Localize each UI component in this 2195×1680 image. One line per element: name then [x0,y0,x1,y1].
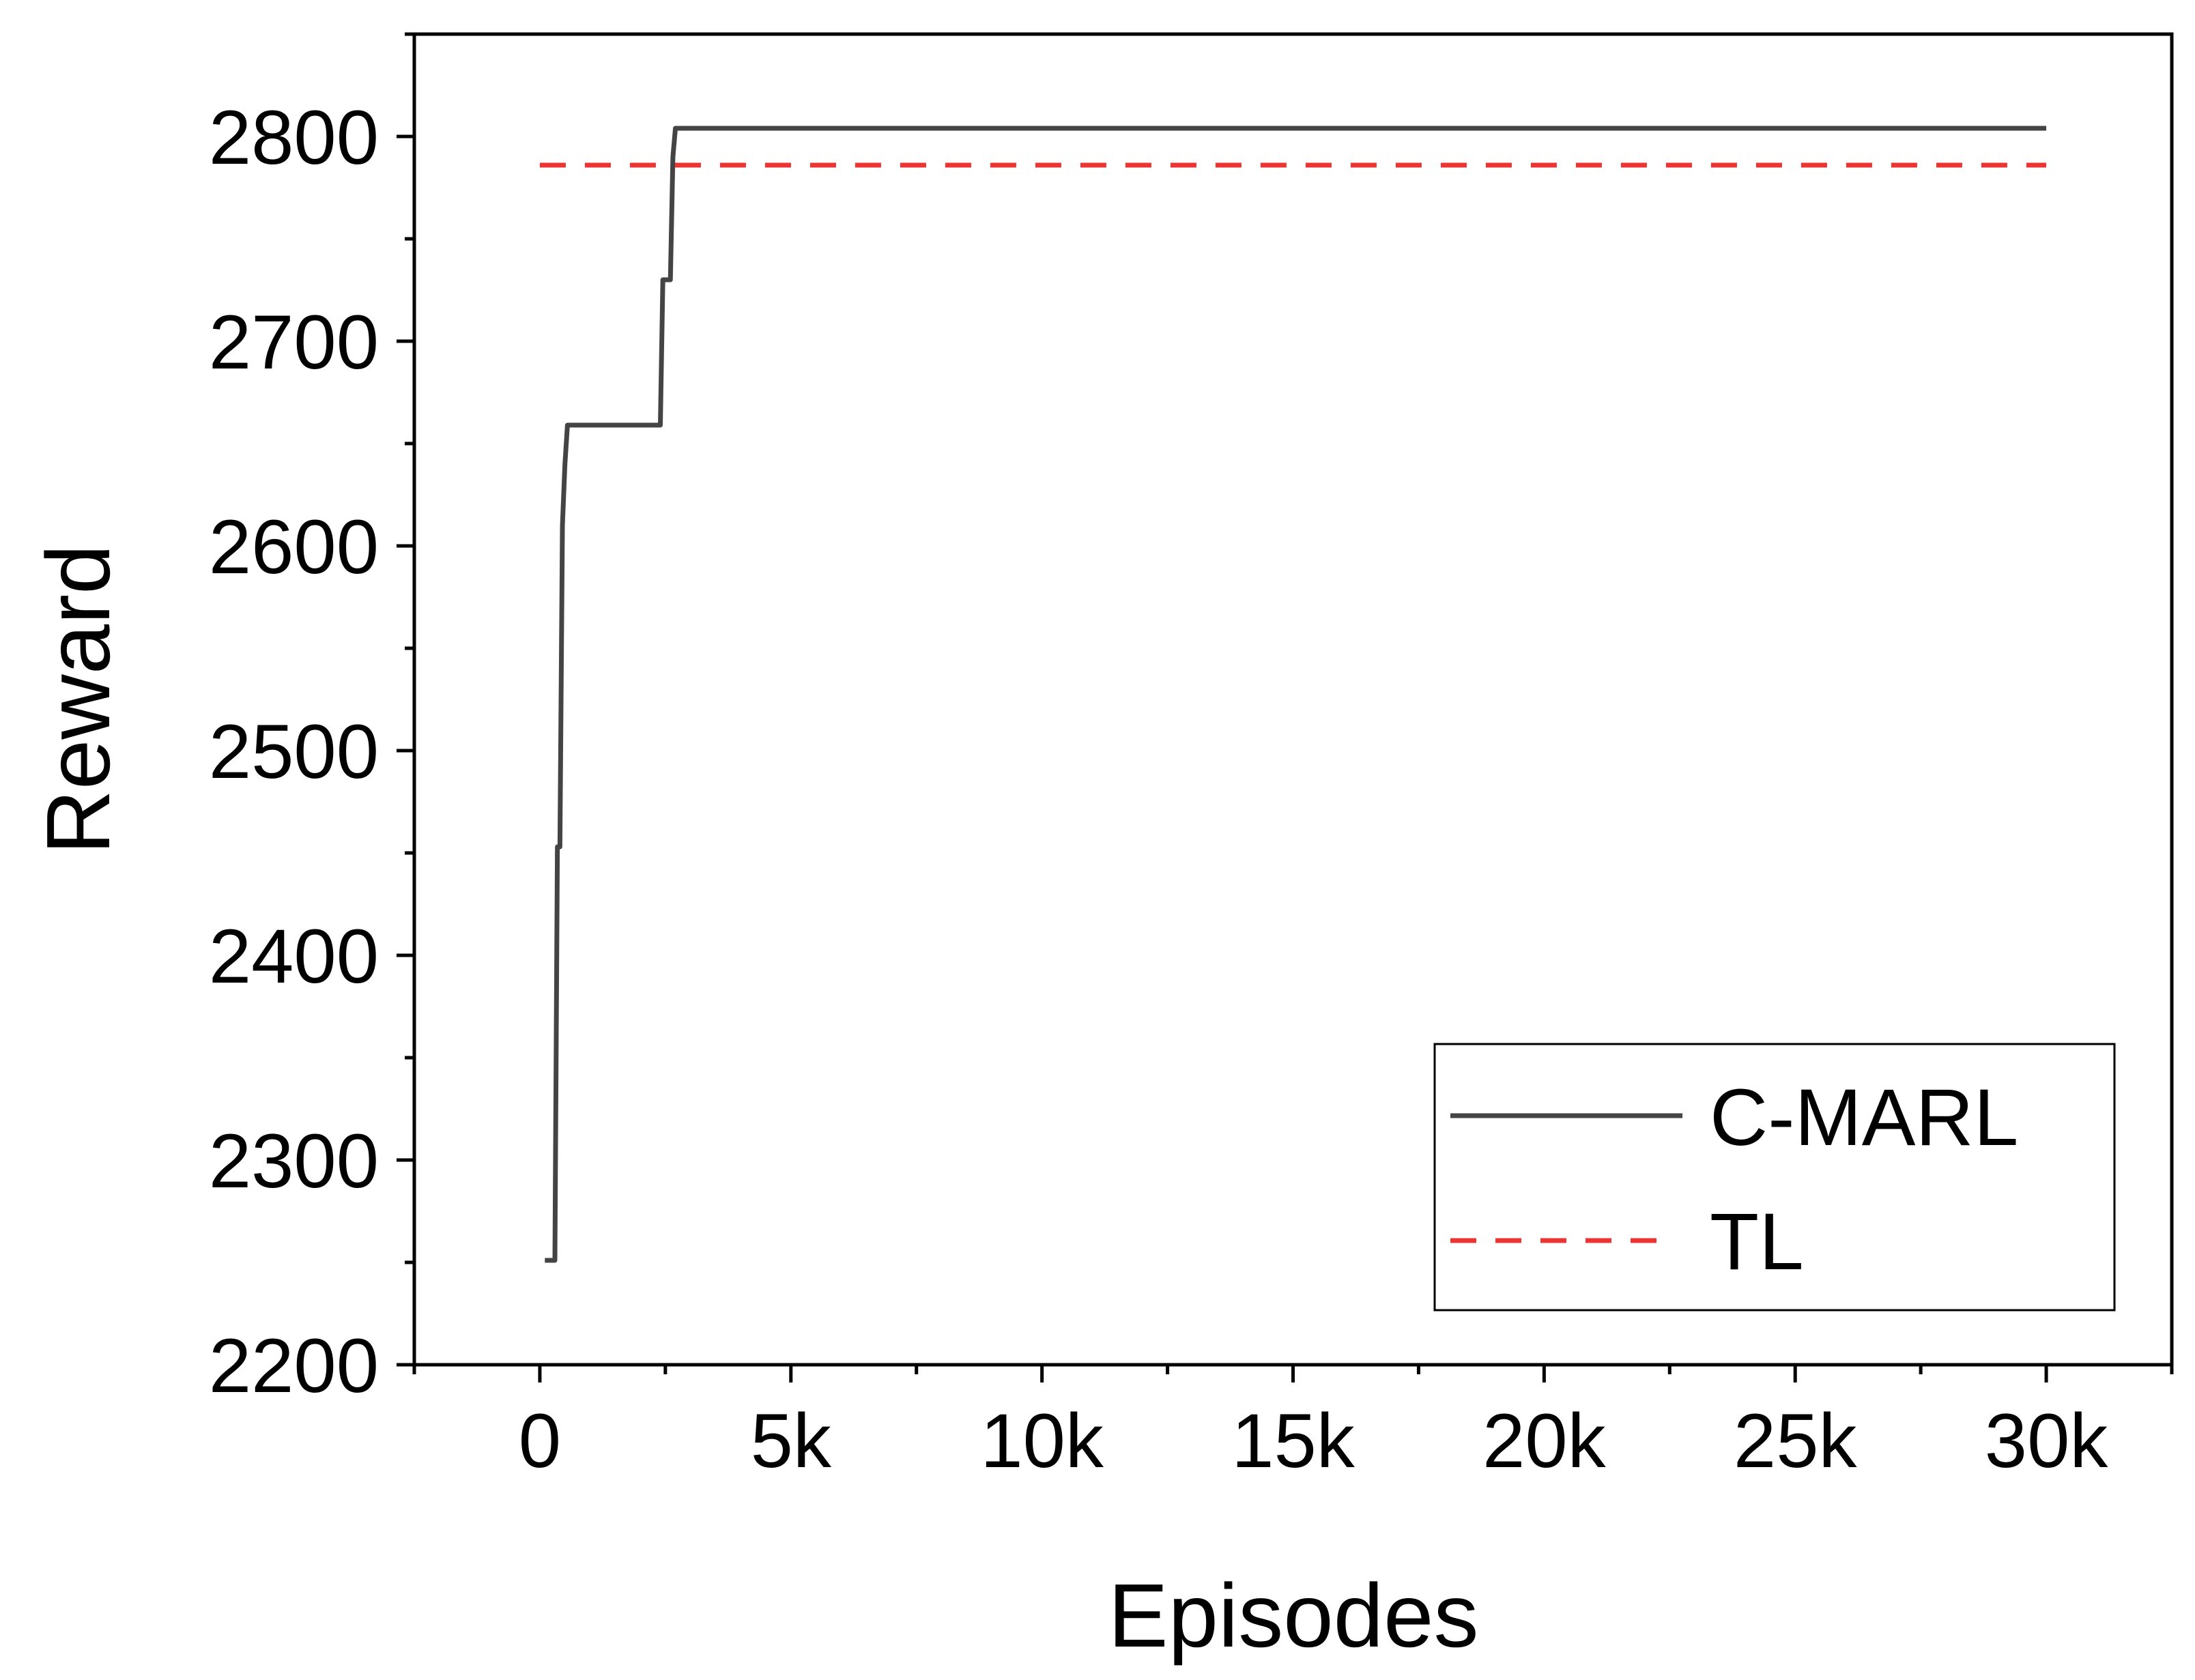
y-tick-label: 2400 [209,914,379,999]
x-axis: 0 5k 10k 15k 20k 25k 30k [412,1365,2174,1483]
x-tick-label: 5k [751,1398,832,1483]
legend-label-c-marl: C-MARL [1710,1073,2018,1163]
y-tick-label: 2600 [209,504,379,590]
x-tick-label: 15k [1231,1398,1355,1483]
series-c-marl-line [545,126,2047,1263]
y-tick-label: 2700 [209,300,379,385]
legend-box [1433,1043,2116,1312]
y-axis: 2200 2300 2400 2500 2600 2700 2800 [209,32,414,1408]
x-axis-title: Episodes [1108,1565,1478,1666]
x-tick-label: 25k [1734,1398,1858,1483]
y-tick-label: 2800 [209,95,379,180]
y-tick-label: 2500 [209,709,379,794]
y-axis-title: Reward [28,545,128,855]
x-tick-label: 30k [1985,1398,2109,1483]
y-tick-label: 2300 [209,1118,379,1204]
x-tick-label: 20k [1482,1398,1607,1483]
x-tick-label: 10k [980,1398,1104,1483]
legend-label-tl: TL [1710,1197,1804,1287]
series-layer [539,126,2047,1263]
y-tick-label: 2200 [209,1323,379,1408]
legend: C-MARL TL [1433,1043,2116,1312]
x-tick-label: 0 [519,1398,561,1483]
